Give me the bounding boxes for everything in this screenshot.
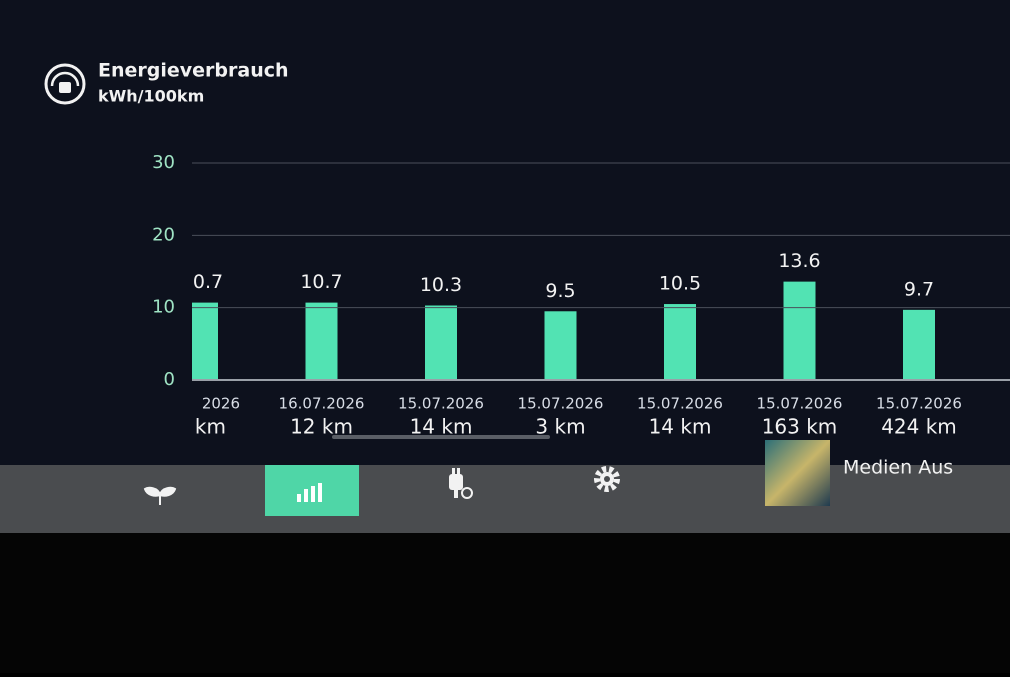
distance-label: 3 km <box>535 415 585 439</box>
bar <box>305 302 338 380</box>
x-tick-label: 15.07.2026 <box>398 395 484 413</box>
bar <box>425 305 457 380</box>
x-tick-label: 15.07.2026 <box>757 395 843 413</box>
distance-label: 12 km <box>290 415 353 439</box>
x-tick-label: 16.07.2026 <box>279 395 365 413</box>
y-tick-label: 20 <box>152 224 175 245</box>
header-icon <box>44 63 86 105</box>
value-label: 9.5 <box>545 280 575 302</box>
plot: 2026 km 10.7 16.07.2026 12 km 10.7 15.07.2026 1… <box>181 250 962 439</box>
bezel <box>0 533 1010 673</box>
y-tick-label: 0 <box>164 369 175 390</box>
value-label: 10.7 <box>181 271 223 293</box>
value-label: 13.6 <box>778 250 820 272</box>
bar <box>664 304 696 380</box>
stats-tab[interactable] <box>265 465 359 516</box>
nav-bar <box>0 465 1010 533</box>
x-tick-label: 15.07.2026 <box>518 395 604 413</box>
media-cover[interactable] <box>765 440 830 506</box>
value-label: 10.3 <box>420 274 462 296</box>
x-tick-label: 2026 <box>202 395 240 413</box>
distance-label: km <box>195 415 226 439</box>
distance-label: 14 km <box>649 415 712 439</box>
bar <box>783 281 816 380</box>
bar <box>903 309 935 380</box>
chart-title: Energieverbrauch <box>98 60 289 82</box>
scrollbar <box>332 435 550 439</box>
bar <box>192 302 218 380</box>
eco-tab[interactable] <box>143 486 177 505</box>
distance-label: 14 km <box>410 415 473 439</box>
chart-subtitle: kWh/100km <box>98 87 204 106</box>
y-tick-label: 30 <box>152 152 175 173</box>
y-tick-label: 10 <box>152 297 175 318</box>
value-label: 9.7 <box>904 278 934 300</box>
bar <box>544 311 577 380</box>
settings-tab[interactable] <box>594 466 620 492</box>
distance-label: 163 km <box>762 415 838 439</box>
distance-label: 424 km <box>881 415 957 439</box>
charge-tab[interactable] <box>449 468 473 499</box>
value-label: 10.5 <box>659 273 701 295</box>
x-tick-label: 15.07.2026 <box>637 395 723 413</box>
x-tick-label: 15.07.2026 <box>876 395 962 413</box>
value-label: 10.7 <box>300 271 342 293</box>
media-label[interactable]: Medien Aus <box>843 457 953 479</box>
